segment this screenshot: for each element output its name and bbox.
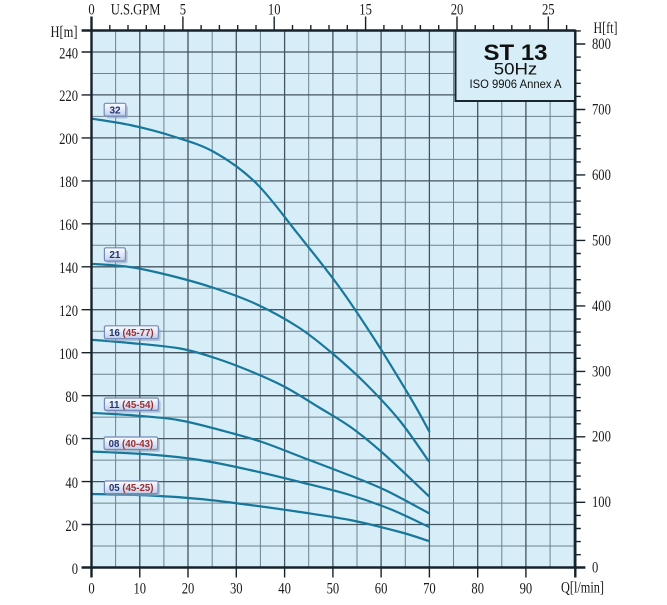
svg-text:ISO 9906 Annex A: ISO 9906 Annex A (470, 77, 563, 91)
svg-text:60: 60 (375, 581, 388, 598)
svg-text:50Hz: 50Hz (494, 60, 538, 79)
svg-text:200: 200 (59, 131, 78, 148)
svg-text:70: 70 (423, 581, 436, 598)
svg-text:140: 140 (59, 260, 78, 277)
svg-text:0: 0 (592, 560, 599, 577)
svg-text:10: 10 (268, 1, 281, 18)
svg-text:240: 240 (59, 45, 78, 62)
svg-text:180: 180 (59, 174, 78, 191)
svg-text:50: 50 (327, 581, 340, 598)
svg-text:20: 20 (451, 1, 464, 18)
svg-text:90: 90 (520, 581, 533, 598)
svg-text:32: 32 (109, 105, 121, 116)
svg-text:20: 20 (182, 581, 195, 598)
svg-text:100: 100 (59, 346, 78, 363)
svg-text:120: 120 (59, 303, 78, 320)
svg-text:80: 80 (65, 389, 78, 406)
svg-text:11 (45-54): 11 (45-54) (109, 400, 154, 411)
svg-text:U.S.GPM: U.S.GPM (111, 1, 161, 18)
svg-text:60: 60 (65, 432, 78, 449)
svg-text:16 (45-77): 16 (45-77) (109, 328, 154, 339)
svg-text:30: 30 (230, 581, 243, 598)
svg-text:H[ft]: H[ft] (594, 20, 618, 37)
svg-text:100: 100 (592, 494, 611, 511)
svg-text:0: 0 (88, 581, 95, 598)
svg-text:40: 40 (278, 581, 291, 598)
svg-text:0: 0 (72, 561, 79, 578)
svg-text:05 (45-25): 05 (45-25) (109, 483, 154, 494)
svg-text:40: 40 (65, 475, 78, 492)
svg-text:400: 400 (592, 298, 611, 315)
svg-text:21: 21 (109, 250, 121, 261)
svg-text:200: 200 (592, 429, 611, 446)
svg-text:220: 220 (59, 88, 78, 105)
svg-text:800: 800 (592, 36, 611, 53)
svg-text:Q[l/min]: Q[l/min] (561, 580, 604, 597)
svg-text:15: 15 (359, 1, 372, 18)
svg-text:20: 20 (65, 518, 78, 535)
svg-text:700: 700 (592, 101, 611, 118)
svg-text:160: 160 (59, 217, 78, 234)
svg-text:0: 0 (88, 1, 95, 18)
svg-text:300: 300 (592, 363, 611, 380)
svg-text:5: 5 (180, 1, 187, 18)
svg-text:80: 80 (471, 581, 484, 598)
svg-text:600: 600 (592, 167, 611, 184)
svg-text:25: 25 (542, 1, 555, 18)
svg-text:10: 10 (134, 581, 147, 598)
svg-text:500: 500 (592, 232, 611, 249)
svg-text:H[m]: H[m] (51, 24, 78, 41)
svg-text:08 (40-43): 08 (40-43) (109, 439, 154, 450)
svg-text:ST 13: ST 13 (484, 40, 548, 65)
